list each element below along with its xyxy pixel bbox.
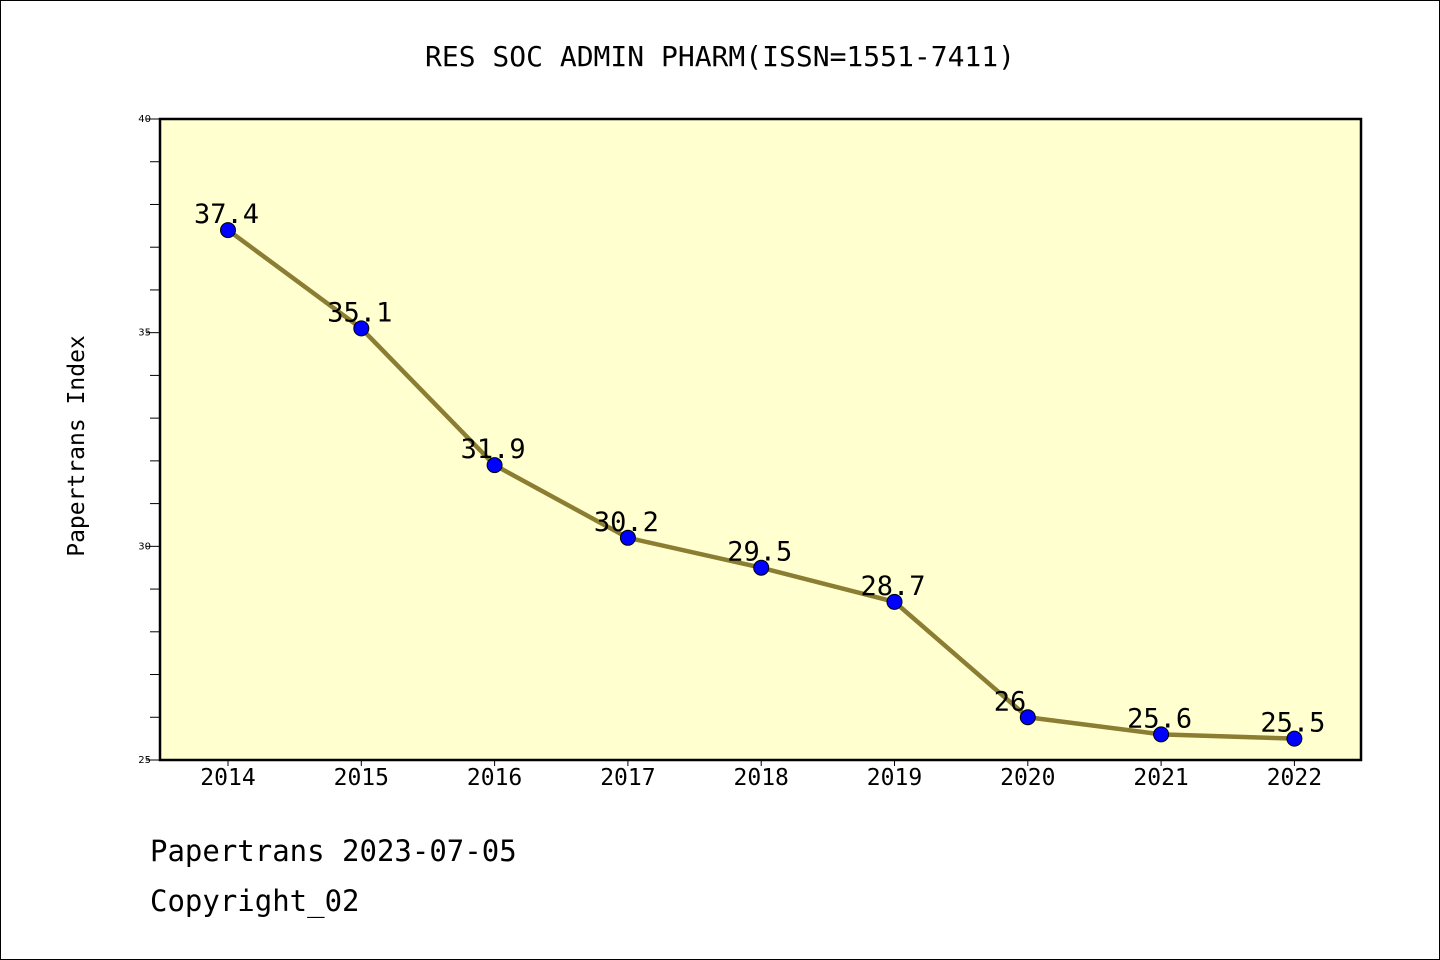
series-line-group xyxy=(220,222,1303,747)
plot-area xyxy=(158,117,1363,762)
data-label: 31.9 xyxy=(461,434,526,465)
data-label: 25.6 xyxy=(1127,703,1192,734)
x-tick-label: 2014 xyxy=(200,765,255,791)
data-point xyxy=(1286,730,1303,747)
y-tick-label: 30 xyxy=(138,541,151,552)
data-label: 30.2 xyxy=(594,507,659,538)
y-axis-label: Papertrans Index xyxy=(64,335,90,557)
x-tick-label: 2021 xyxy=(1133,765,1188,791)
data-point xyxy=(486,457,503,474)
y-tick-label: 25 xyxy=(138,755,151,766)
data-point xyxy=(1153,726,1170,743)
data-label: 35.1 xyxy=(327,297,392,328)
data-point xyxy=(886,593,903,610)
y-axis: 25 30 35 40 xyxy=(138,114,160,766)
x-tick-label: 2020 xyxy=(1000,765,1055,791)
x-tick-label: 2019 xyxy=(867,765,922,791)
data-label: 26 xyxy=(994,686,1027,717)
data-labels: 37.4 35.1 31.9 30.2 29.5 28.7 26 25.6 25.5 xyxy=(194,199,1325,739)
data-label: 37.4 xyxy=(194,199,259,230)
x-tick-label: 2015 xyxy=(334,765,389,791)
x-tick-label: 2022 xyxy=(1267,765,1322,791)
data-label: 29.5 xyxy=(727,537,792,568)
data-point xyxy=(353,320,370,337)
y-tick-label: 40 xyxy=(138,114,151,125)
data-label: 28.7 xyxy=(861,571,926,602)
x-tick-label: 2016 xyxy=(467,765,522,791)
data-point xyxy=(220,222,236,239)
footer-date: Papertrans 2023-07-05 xyxy=(150,834,517,868)
data-label: 25.5 xyxy=(1260,708,1325,739)
x-tick-label: 2018 xyxy=(734,765,789,791)
footer-copyright: Copyright_02 xyxy=(150,884,360,918)
y-tick-label: 35 xyxy=(138,328,151,339)
data-point xyxy=(619,529,636,546)
x-tick-label: 2017 xyxy=(600,765,655,791)
chart-title: RES SOC ADMIN PHARM(ISSN=1551-7411) xyxy=(425,40,1015,73)
x-axis: 2014 2015 2016 2017 2018 2019 2020 2021 2022 xyxy=(200,760,1322,791)
data-point xyxy=(753,559,770,576)
data-point xyxy=(1019,709,1036,726)
